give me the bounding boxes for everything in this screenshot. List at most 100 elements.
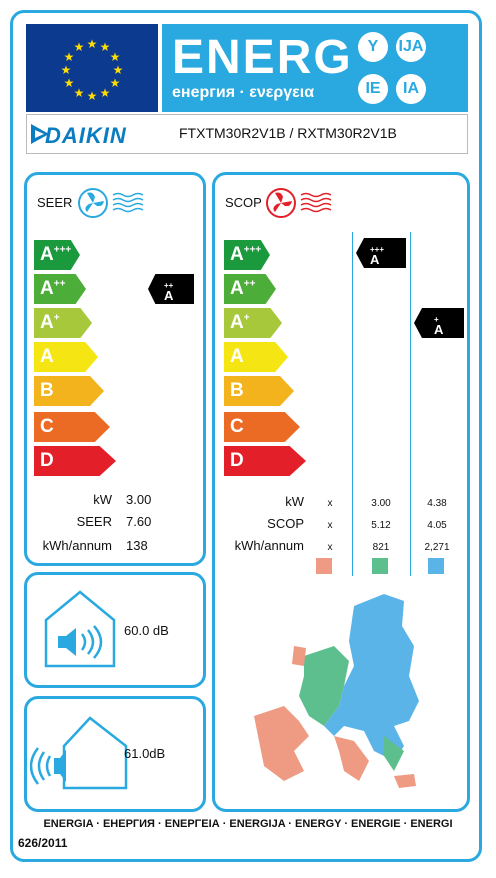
- svg-text:★: ★: [113, 63, 124, 77]
- seer-class-letter-1: A: [40, 278, 54, 299]
- outdoor-speaker-icon: [30, 716, 128, 790]
- suffix-ie: IE: [358, 74, 388, 104]
- seer-seer-label: SEER: [76, 514, 112, 529]
- column-divider-average: [352, 232, 353, 576]
- seer-class-bar-3: A: [34, 342, 98, 372]
- seer-seer-value: 7.60: [126, 514, 152, 529]
- seer-indicator-sup: ++: [164, 281, 174, 290]
- scop-class-label-2: A+: [230, 312, 250, 334]
- scop-warmer-sup: +: [434, 315, 439, 324]
- seer-class-bar-5: C: [34, 412, 110, 442]
- seer-indicator-letter: A: [164, 288, 174, 303]
- svg-text:★: ★: [100, 86, 111, 100]
- svg-text:★: ★: [87, 37, 98, 51]
- seer-class-letter-2: A: [40, 312, 54, 333]
- scop-warmer-letter: A: [434, 322, 444, 337]
- svg-text:★: ★: [64, 76, 75, 90]
- scop-kw-warmer: 4.38: [427, 498, 447, 509]
- scop-average-sup: +++: [370, 245, 385, 254]
- scop-class-letter-2: A: [230, 312, 244, 333]
- svg-text:★: ★: [74, 40, 85, 54]
- scop-class-sup-0: +++: [243, 244, 262, 256]
- seer-class-letter-5: C: [40, 416, 54, 437]
- scop-class-bar-4: B: [224, 376, 294, 406]
- eu-stars-icon: ★ ★ ★ ★ ★ ★ ★ ★ ★ ★ ★ ★: [61, 37, 124, 103]
- map-zone-warmer: [324, 594, 419, 761]
- seer-class-letter-0: A: [40, 244, 54, 265]
- scop-kw-label: kW: [285, 494, 304, 509]
- eu-flag: ★ ★ ★ ★ ★ ★ ★ ★ ★ ★ ★ ★: [26, 24, 158, 112]
- footer-languages: ENERGIA · ЕНЕРГИЯ · ΕΝΕΡΓΕΙΑ · ENERGIJA …: [43, 818, 453, 830]
- supplier-row: DAIKIN FTXTM30R2V1B / RXTM30R2V1B: [26, 114, 468, 154]
- scop-class-label-3: A: [230, 346, 244, 368]
- label-frame: [10, 10, 482, 862]
- svg-text:★: ★: [64, 50, 75, 64]
- suffix-ija: IJA: [396, 32, 426, 62]
- seer-class-indicator: A ++: [148, 274, 194, 304]
- scop-panel: SCOP: [212, 172, 470, 812]
- seer-class-bar-1: A++: [34, 274, 86, 304]
- scop-scop-label: SCOP: [267, 516, 304, 531]
- scop-kwh-warmer: 2,271: [424, 542, 450, 553]
- seer-class-bar-0: A+++: [34, 240, 80, 270]
- seer-class-label-0: A+++: [40, 244, 71, 266]
- cooling-fan-icon: [78, 188, 144, 218]
- column-divider-warmer: [410, 232, 411, 576]
- scop-class-letter-1: A: [230, 278, 244, 299]
- model-identifier: FTXTM30R2V1B / RXTM30R2V1B: [179, 125, 397, 141]
- scop-class-letter-4: B: [230, 380, 244, 401]
- scop-scop-colder: x: [327, 520, 333, 531]
- indoor-noise-value: 60.0 dB: [124, 623, 169, 638]
- map-zone-average: [299, 646, 404, 771]
- energy-header: ENERG енергия · ενεργεια Y IJA IE IA: [162, 24, 468, 112]
- scop-class-letter-5: C: [230, 416, 244, 437]
- scop-class-bar-0: A+++: [224, 240, 270, 270]
- seer-kwh-value: 138: [126, 538, 148, 553]
- energy-subtitle: енергия · ενεργεια: [172, 84, 315, 101]
- scop-class-label-0: A+++: [230, 244, 261, 266]
- seer-kw-label: kW: [93, 492, 112, 507]
- seer-class-label-2: A+: [40, 312, 60, 334]
- scop-class-letter-6: D: [230, 450, 244, 471]
- scop-class-label-5: C: [230, 416, 244, 438]
- seer-class-bar-2: A+: [34, 308, 92, 338]
- svg-text:★: ★: [87, 89, 98, 103]
- scop-class-sup-1: ++: [243, 278, 256, 290]
- scop-class-label-1: A++: [230, 278, 255, 300]
- seer-class-label-1: A++: [40, 278, 65, 300]
- scop-class-letter-3: A: [230, 346, 244, 367]
- scop-kw-colder: x: [327, 498, 333, 509]
- scop-kw-average: 3.00: [371, 498, 391, 509]
- seer-class-bar-4: B: [34, 376, 104, 406]
- seer-kwh-label: kWh/annum: [42, 538, 112, 553]
- svg-text:★: ★: [74, 86, 85, 100]
- zone-colder-swatch: [316, 558, 332, 574]
- regulation-number: 626/2011: [18, 836, 68, 850]
- scop-title: SCOP: [225, 195, 262, 210]
- seer-class-bar-6: D: [34, 446, 116, 476]
- svg-text:★: ★: [61, 63, 72, 77]
- scop-average-indicator: A +++: [356, 238, 406, 268]
- scop-kwh-average: 821: [372, 542, 390, 553]
- scop-average-letter: A: [370, 252, 380, 267]
- scop-scop-average: 5.12: [371, 520, 391, 531]
- outdoor-noise-panel: [24, 696, 206, 812]
- seer-class-sup-0: +++: [53, 244, 72, 256]
- scop-class-bar-2: A+: [224, 308, 282, 338]
- energy-title: ENERG: [172, 31, 353, 84]
- seer-class-letter-4: B: [40, 380, 54, 401]
- daikin-logo-icon: [31, 124, 49, 144]
- seer-class-sup-2: +: [53, 312, 60, 324]
- seer-class-label-6: D: [40, 450, 54, 472]
- brand-name: DAIKIN: [45, 123, 127, 148]
- indoor-noise-panel: [24, 572, 206, 688]
- seer-class-letter-3: A: [40, 346, 54, 367]
- seer-kw-value: 3.00: [126, 492, 152, 507]
- seer-class-label-4: B: [40, 380, 54, 402]
- svg-text:★: ★: [110, 76, 121, 90]
- seer-class-label-3: A: [40, 346, 54, 368]
- scop-kwh-colder: x: [327, 542, 333, 553]
- scop-class-label-6: D: [230, 450, 244, 472]
- scop-class-letter-0: A: [230, 244, 244, 265]
- map-zone-colder: [254, 646, 416, 788]
